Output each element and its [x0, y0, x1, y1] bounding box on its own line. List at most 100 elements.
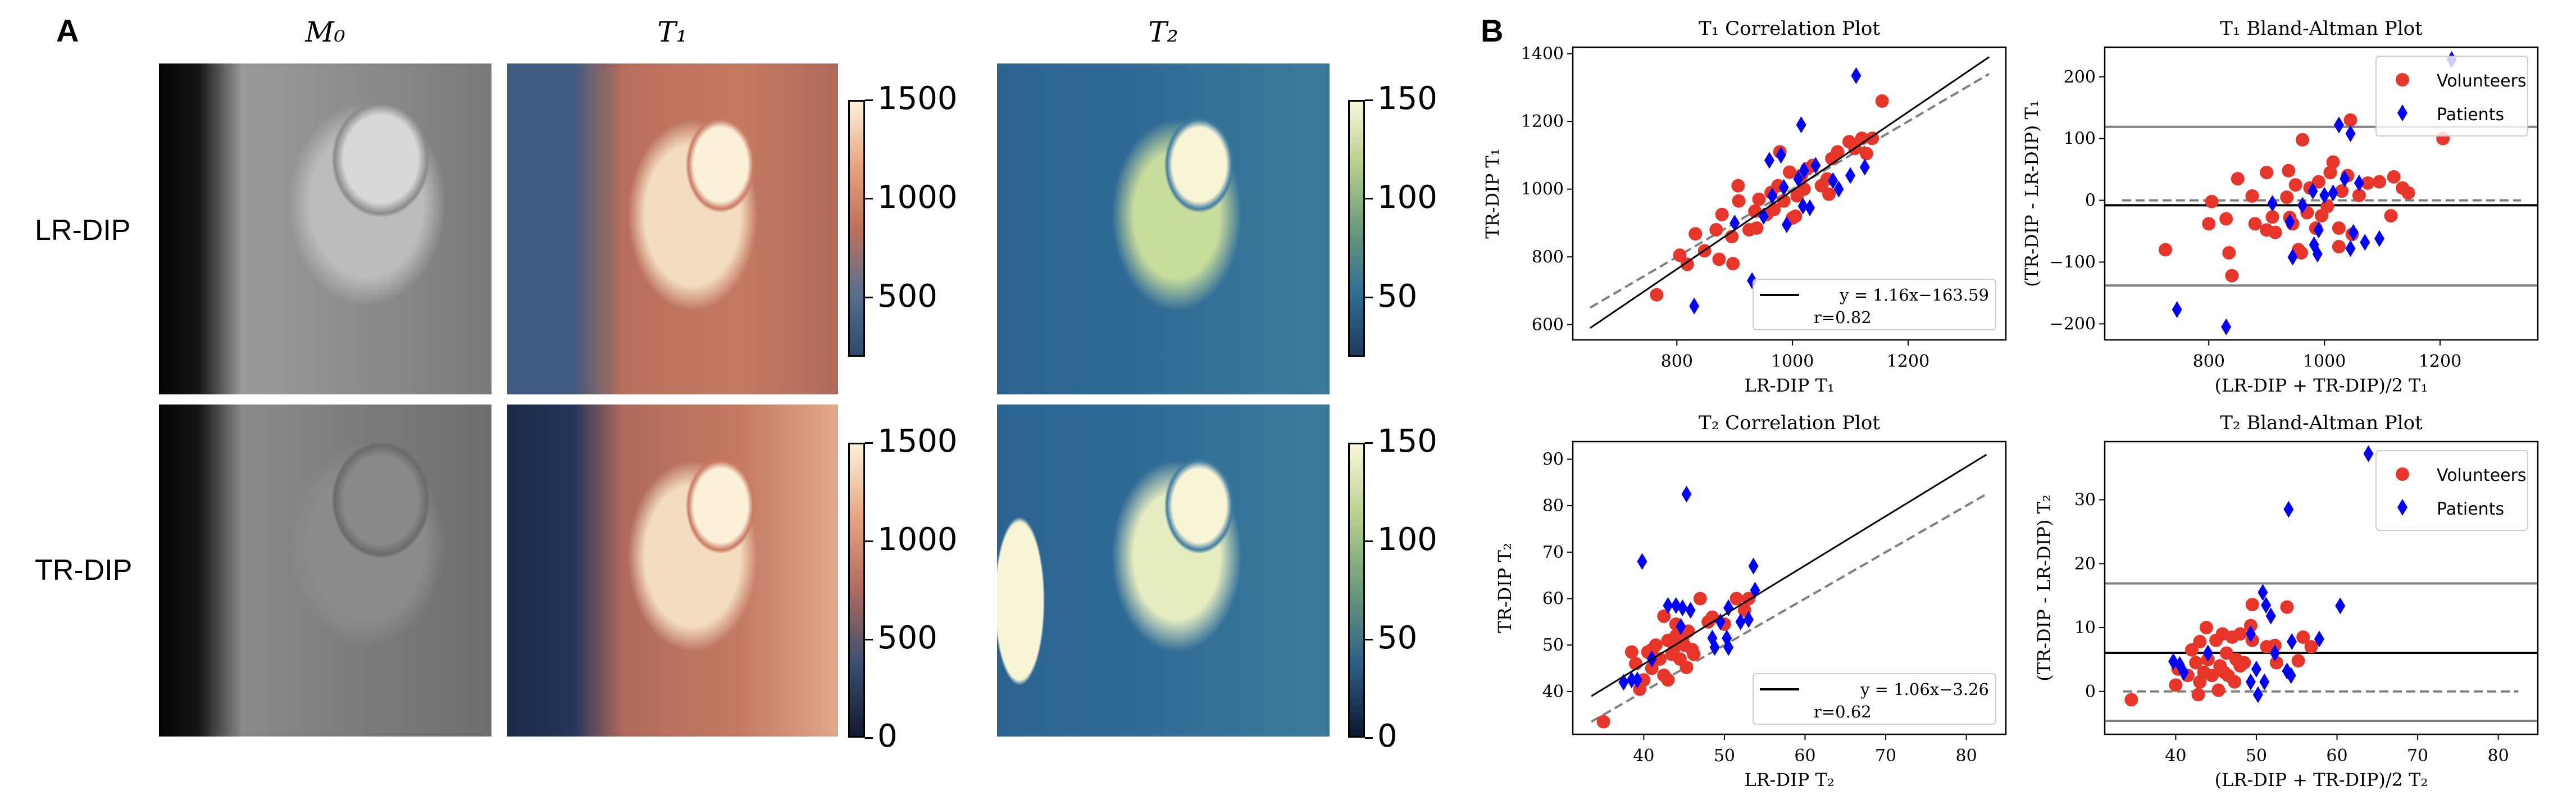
volunteer-point	[1831, 145, 1845, 159]
legend-volunteers-marker	[2396, 467, 2409, 481]
volunteer-point	[2384, 209, 2398, 223]
chart-4: T₂ Bland-Altman Plot (LR-DIP + TR-DIP)/2 …	[2033, 412, 2539, 790]
y-tick-label: 20	[2074, 554, 2096, 574]
legend-entry-patients: Patients	[2437, 499, 2504, 519]
patient-point	[1767, 187, 1778, 204]
y-tick-label: 0	[2085, 682, 2096, 702]
x-tick-label: 40	[1633, 746, 1654, 766]
volunteer-point	[1875, 94, 1889, 108]
volunteer-point	[1783, 165, 1797, 179]
patient-point	[2221, 318, 2232, 335]
patient-point	[2267, 195, 2278, 212]
volunteer-point	[2189, 656, 2203, 670]
volunteer-point	[1715, 207, 1729, 221]
colorbar-t1-lr-dip-tick-label: 500	[877, 278, 937, 315]
patient-point	[2284, 213, 2295, 231]
y-axis-label: (TR-DIP - LR-DIP) T₂	[2033, 494, 2055, 681]
volunteer-point	[2335, 184, 2349, 198]
chart-3: T₂ Correlation Plot LR-DIP T₂ TR-DIP T₂ 40 5…	[1494, 412, 2007, 790]
row-label-tr-dip: TR-DIP	[35, 554, 133, 587]
patient-point	[2345, 240, 2356, 257]
x-tick-label: 80	[1956, 746, 1977, 766]
y-tick-label: 1400	[1521, 44, 1564, 63]
colorbar-t1-tr-dip-tick-mark	[865, 638, 873, 640]
colorbar-t2-tr-dip-tick-label: 50	[1377, 620, 1418, 656]
x-tick-label: 50	[2246, 746, 2267, 766]
patient-point	[2178, 663, 2189, 681]
volunteer-point	[1731, 179, 1745, 193]
x-tick-label: 40	[2165, 746, 2186, 766]
patient-point	[1805, 199, 1815, 216]
volunteer-point	[1777, 194, 1791, 208]
volunteer-point	[2202, 217, 2216, 231]
axes-frame	[1572, 440, 2007, 735]
legend-entry-volunteers: Volunteers	[2437, 466, 2527, 485]
volunteer-point	[2228, 675, 2242, 689]
colorbar-t2-tr-dip-tick-mark	[1365, 540, 1373, 542]
patient-point	[1781, 216, 1792, 233]
volunteer-point	[1712, 252, 1726, 266]
x-axis-label: (LR-DIP + TR-DIP)/2 T₂	[2215, 769, 2428, 790]
volunteer-point	[2294, 246, 2308, 260]
volunteer-point	[1688, 227, 1703, 241]
legend-patients-marker	[2397, 104, 2407, 121]
legend: Volunteers Patients	[2375, 56, 2528, 137]
patient-point	[2308, 183, 2318, 200]
y-tick-label: −100	[2050, 253, 2096, 272]
patient-point	[1793, 170, 1804, 188]
volunteer-point	[2248, 217, 2262, 231]
volunteer-point	[2205, 194, 2219, 208]
patient-point	[1859, 158, 1870, 176]
volunteer-point	[2169, 678, 2183, 692]
patient-point	[2269, 644, 2280, 662]
colorbar-t1-lr-dip	[848, 100, 865, 357]
patient-point	[2374, 230, 2384, 247]
patient-point	[1689, 297, 1700, 315]
volunteer-point	[1687, 647, 1701, 661]
patient-point	[1743, 611, 1754, 628]
patient-point	[2259, 673, 2270, 690]
y-axis-label: TR-DIP T₁	[1482, 148, 1503, 238]
patient-point	[1851, 67, 1862, 84]
plot-area	[1591, 453, 1987, 729]
x-tick-label: 80	[2488, 746, 2509, 766]
colorbar-t2-tr-dip-tick-mark	[1365, 638, 1373, 640]
volunteer-point	[2260, 166, 2274, 180]
t1-map-lr-dip	[507, 63, 838, 394]
colorbar-t2-lr-dip-tick-mark	[1365, 297, 1373, 299]
x-axis-label: LR-DIP T₂	[1744, 769, 1834, 790]
volunteer-point	[1822, 187, 1836, 201]
volunteer-point	[2211, 683, 2225, 697]
patient-point	[2245, 673, 2256, 690]
m0-image-tr-dip	[159, 404, 491, 737]
patient-point	[1626, 671, 1637, 689]
volunteer-point	[2268, 225, 2282, 239]
volunteer-point	[1680, 660, 1694, 674]
colorbar-t1-tr-dip	[848, 443, 865, 738]
volunteer-point	[2219, 646, 2233, 660]
x-tick-label: 1000	[2303, 352, 2346, 371]
patient-point	[2345, 125, 2356, 142]
y-tick-label: 100	[2064, 129, 2096, 149]
volunteer-point	[2296, 133, 2310, 147]
legend-fit-equation: y = 1.06x−3.26	[1860, 680, 1989, 699]
x-tick-label: 60	[1794, 746, 1815, 766]
volunteer-point	[2352, 188, 2366, 202]
legend-box	[2375, 450, 2528, 531]
volunteer-point	[2296, 630, 2310, 644]
volunteer-point	[1726, 257, 1740, 271]
volunteer-point	[2245, 598, 2259, 612]
colorbar-t2-tr-dip-tick-label: 100	[1377, 521, 1437, 558]
y-tick-label: 60	[1542, 589, 1564, 609]
volunteer-point	[1596, 715, 1610, 729]
y-tick-label: −200	[2050, 314, 2096, 334]
colorbar-t1-tr-dip-tick-label: 1500	[877, 423, 958, 460]
volunteer-point	[1645, 661, 1659, 675]
patient-point	[2258, 584, 2268, 601]
volunteer-point	[2288, 178, 2302, 192]
y-tick-label: 0	[2085, 191, 2096, 211]
x-tick-label: 800	[1661, 352, 1693, 371]
colorbar-t2-tr-dip-tick-mark	[1365, 737, 1373, 739]
colorbar-t2-lr-dip-tick-label: 100	[1377, 179, 1437, 216]
